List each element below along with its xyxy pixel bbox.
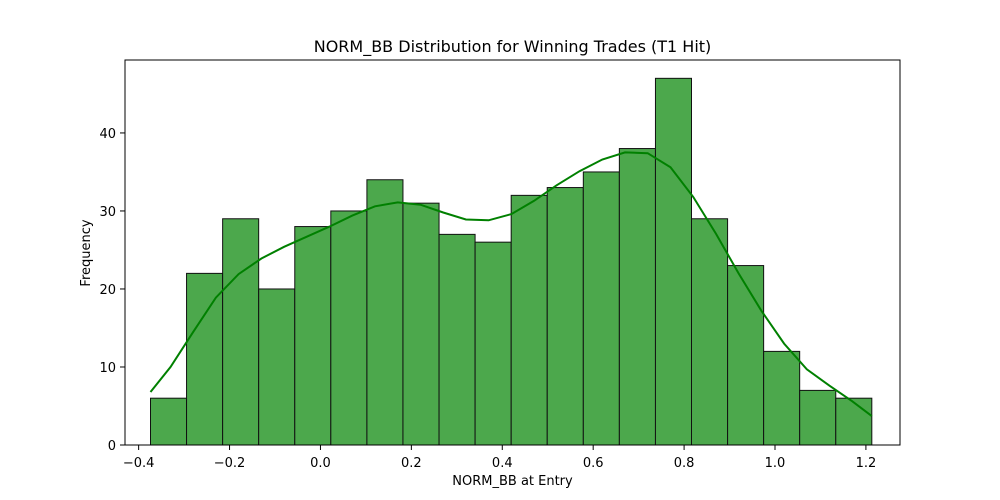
x-tick-label: 0.4 <box>492 456 513 471</box>
histogram-bar-8 <box>402 202 440 446</box>
histogram-bar-10 <box>474 241 512 446</box>
kde-curve <box>149 151 873 417</box>
plot-area-frame <box>124 59 901 446</box>
histogram-bar-4 <box>258 288 296 446</box>
histogram-bar-5 <box>294 226 332 446</box>
y-tick-label: 40 <box>99 127 116 142</box>
x-tick-label: −0.4 <box>123 456 155 471</box>
histogram-bar-2 <box>186 272 224 446</box>
histogram-bar-3 <box>222 218 260 446</box>
histogram-bar-7 <box>366 179 404 446</box>
chart-title: NORM_BB Distribution for Winning Trades … <box>314 37 712 57</box>
x-tick-label: −0.2 <box>214 456 246 471</box>
x-tick-label: 0.8 <box>674 456 695 471</box>
histogram-bar-12 <box>546 187 584 446</box>
kde-layer <box>149 151 873 417</box>
histogram-bar-17 <box>727 265 765 446</box>
histogram-bar-19 <box>799 389 837 446</box>
histogram-bar-20 <box>835 397 873 446</box>
y-tick-label: 10 <box>99 361 116 376</box>
x-axis-title: NORM_BB at Entry <box>452 474 573 489</box>
y-axis-ticks: 0 10 20 30 40 <box>99 127 125 454</box>
x-tick-label: 1.0 <box>765 456 786 471</box>
histogram-bar-9 <box>438 233 476 446</box>
y-tick-label: 30 <box>99 205 116 220</box>
x-tick-label: 1.2 <box>856 456 877 471</box>
histogram-bar-14 <box>618 148 656 446</box>
histogram-bar-16 <box>691 218 729 446</box>
x-tick-label: 0.6 <box>583 456 604 471</box>
y-tick-label: 20 <box>99 283 116 298</box>
y-axis-title: Frequency <box>79 219 94 286</box>
x-axis-ticks: −0.4 −0.2 0.0 0.2 0.4 0.6 0.8 1.0 1.2 <box>123 445 876 471</box>
histogram-bar-15 <box>654 77 692 446</box>
histogram-bar-1 <box>150 397 188 446</box>
y-tick-label: 0 <box>108 439 116 454</box>
histogram-bar-18 <box>763 350 801 446</box>
histogram-bar-13 <box>582 171 620 446</box>
histogram-bar-11 <box>510 194 548 446</box>
x-tick-label: 0.0 <box>310 456 331 471</box>
bars-layer <box>150 77 873 446</box>
histogram-bar-6 <box>330 210 368 446</box>
x-tick-label: 0.2 <box>401 456 422 471</box>
